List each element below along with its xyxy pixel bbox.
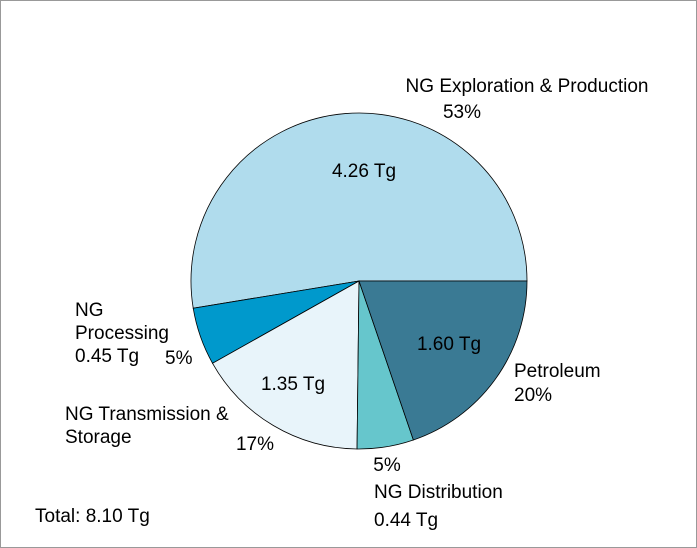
percent-label: 20% bbox=[514, 385, 552, 406]
percent-label: 5% bbox=[165, 348, 193, 369]
category-label: NG Exploration & Production bbox=[406, 76, 649, 97]
value-label: 0.44 Tg bbox=[374, 510, 438, 531]
category-label: NG Distribution bbox=[374, 482, 503, 503]
value-label: 1.60 Tg bbox=[417, 334, 481, 355]
pie-slice bbox=[358, 280, 528, 441]
pie-slice bbox=[190, 112, 528, 309]
category-label: NG Processing bbox=[75, 300, 169, 344]
value-label: 4.26 Tg bbox=[332, 161, 396, 182]
category-label: Petroleum bbox=[514, 361, 601, 382]
total-annotation: Total: 8.10 Tg bbox=[35, 506, 150, 527]
value-label: 0.45 Tg bbox=[75, 346, 139, 367]
category-label: NG Transmission & Storage bbox=[65, 404, 229, 448]
pie-slice bbox=[211, 280, 360, 450]
value-label: 1.35 Tg bbox=[261, 374, 325, 395]
percent-label: 17% bbox=[236, 434, 274, 455]
percent-label: 5% bbox=[373, 455, 401, 476]
percent-label: 53% bbox=[443, 102, 481, 123]
